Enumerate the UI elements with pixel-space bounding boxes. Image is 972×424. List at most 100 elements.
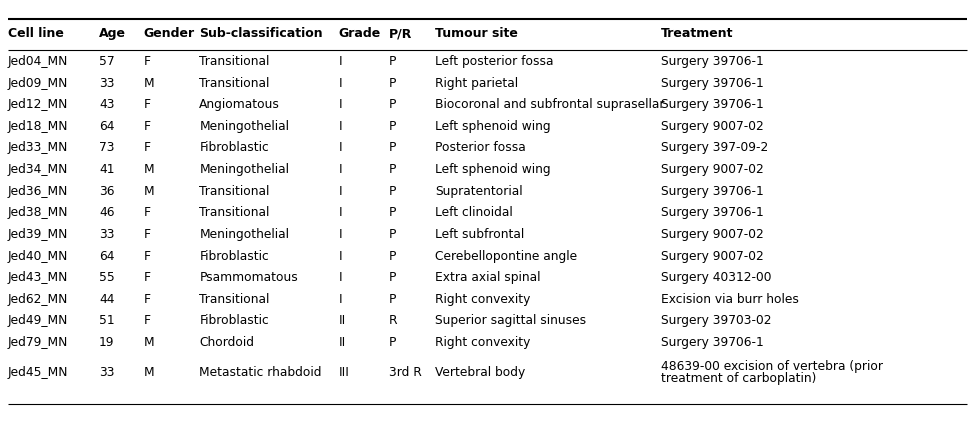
Text: II: II	[338, 336, 345, 349]
Text: Left subfrontal: Left subfrontal	[435, 228, 525, 241]
Text: Jed04_MN: Jed04_MN	[8, 55, 68, 68]
Text: Right convexity: Right convexity	[435, 336, 531, 349]
Text: M: M	[144, 77, 155, 89]
Text: 55: 55	[99, 271, 115, 284]
Text: I: I	[338, 98, 342, 111]
Text: 43: 43	[99, 98, 115, 111]
Text: Surgery 9007-02: Surgery 9007-02	[661, 120, 764, 133]
Text: 3rd R: 3rd R	[389, 366, 422, 379]
Text: M: M	[144, 163, 155, 176]
Text: P: P	[389, 206, 397, 219]
Text: Surgery 39706-1: Surgery 39706-1	[661, 98, 764, 111]
Text: P: P	[389, 185, 397, 198]
Text: Jed62_MN: Jed62_MN	[8, 293, 68, 306]
Text: I: I	[338, 206, 342, 219]
Text: 36: 36	[99, 185, 115, 198]
Text: Meningothelial: Meningothelial	[199, 163, 290, 176]
Text: F: F	[144, 250, 151, 262]
Text: Surgery 39706-1: Surgery 39706-1	[661, 206, 764, 219]
Text: Gender: Gender	[144, 28, 195, 40]
Text: F: F	[144, 120, 151, 133]
Text: I: I	[338, 250, 342, 262]
Text: Left sphenoid wing: Left sphenoid wing	[435, 163, 551, 176]
Text: Jed43_MN: Jed43_MN	[8, 271, 68, 284]
Text: I: I	[338, 185, 342, 198]
Text: R: R	[389, 315, 398, 327]
Text: 57: 57	[99, 55, 115, 68]
Text: Jed18_MN: Jed18_MN	[8, 120, 68, 133]
Text: M: M	[144, 336, 155, 349]
Text: Fibroblastic: Fibroblastic	[199, 250, 269, 262]
Text: 48639-00 excision of vertebra (prior: 48639-00 excision of vertebra (prior	[661, 360, 883, 373]
Text: Surgery 9007-02: Surgery 9007-02	[661, 228, 764, 241]
Text: treatment of carboplatin): treatment of carboplatin)	[661, 372, 816, 385]
Text: P: P	[389, 120, 397, 133]
Text: I: I	[338, 55, 342, 68]
Text: 19: 19	[99, 336, 115, 349]
Text: F: F	[144, 228, 151, 241]
Text: P: P	[389, 142, 397, 154]
Text: 33: 33	[99, 77, 115, 89]
Text: Meningothelial: Meningothelial	[199, 228, 290, 241]
Text: Jed49_MN: Jed49_MN	[8, 315, 68, 327]
Text: F: F	[144, 55, 151, 68]
Text: Sub-classification: Sub-classification	[199, 28, 323, 40]
Text: 64: 64	[99, 250, 115, 262]
Text: 64: 64	[99, 120, 115, 133]
Text: P: P	[389, 77, 397, 89]
Text: Jed36_MN: Jed36_MN	[8, 185, 68, 198]
Text: M: M	[144, 185, 155, 198]
Text: Fibroblastic: Fibroblastic	[199, 315, 269, 327]
Text: P: P	[389, 55, 397, 68]
Text: Metastatic rhabdoid: Metastatic rhabdoid	[199, 366, 322, 379]
Text: Surgery 397-09-2: Surgery 397-09-2	[661, 142, 768, 154]
Text: Vertebral body: Vertebral body	[435, 366, 526, 379]
Text: I: I	[338, 142, 342, 154]
Text: F: F	[144, 271, 151, 284]
Text: Left clinoidal: Left clinoidal	[435, 206, 513, 219]
Text: Psammomatous: Psammomatous	[199, 271, 298, 284]
Text: I: I	[338, 293, 342, 306]
Text: I: I	[338, 228, 342, 241]
Text: Surgery 39706-1: Surgery 39706-1	[661, 185, 764, 198]
Text: Angiomatous: Angiomatous	[199, 98, 280, 111]
Text: Jed79_MN: Jed79_MN	[8, 336, 68, 349]
Text: Extra axial spinal: Extra axial spinal	[435, 271, 541, 284]
Text: 44: 44	[99, 293, 115, 306]
Text: I: I	[338, 271, 342, 284]
Text: Jed38_MN: Jed38_MN	[8, 206, 68, 219]
Text: Meningothelial: Meningothelial	[199, 120, 290, 133]
Text: Left sphenoid wing: Left sphenoid wing	[435, 120, 551, 133]
Text: Age: Age	[99, 28, 126, 40]
Text: Transitional: Transitional	[199, 293, 269, 306]
Text: Biocoronal and subfrontal suprasellar: Biocoronal and subfrontal suprasellar	[435, 98, 665, 111]
Text: Jed45_MN: Jed45_MN	[8, 366, 68, 379]
Text: Surgery 39706-1: Surgery 39706-1	[661, 336, 764, 349]
Text: Jed12_MN: Jed12_MN	[8, 98, 68, 111]
Text: Jed09_MN: Jed09_MN	[8, 77, 68, 89]
Text: Surgery 39706-1: Surgery 39706-1	[661, 55, 764, 68]
Text: P: P	[389, 336, 397, 349]
Text: P: P	[389, 163, 397, 176]
Text: F: F	[144, 315, 151, 327]
Text: 46: 46	[99, 206, 115, 219]
Text: M: M	[144, 366, 155, 379]
Text: Excision via burr holes: Excision via burr holes	[661, 293, 799, 306]
Text: F: F	[144, 206, 151, 219]
Text: III: III	[338, 366, 349, 379]
Text: P/R: P/R	[389, 28, 412, 40]
Text: Surgery 39706-1: Surgery 39706-1	[661, 77, 764, 89]
Text: 41: 41	[99, 163, 115, 176]
Text: 73: 73	[99, 142, 115, 154]
Text: Surgery 39703-02: Surgery 39703-02	[661, 315, 772, 327]
Text: P: P	[389, 250, 397, 262]
Text: Cerebellopontine angle: Cerebellopontine angle	[435, 250, 577, 262]
Text: I: I	[338, 77, 342, 89]
Text: 33: 33	[99, 366, 115, 379]
Text: Cell line: Cell line	[8, 28, 63, 40]
Text: II: II	[338, 315, 345, 327]
Text: Transitional: Transitional	[199, 77, 269, 89]
Text: P: P	[389, 293, 397, 306]
Text: I: I	[338, 120, 342, 133]
Text: Transitional: Transitional	[199, 185, 269, 198]
